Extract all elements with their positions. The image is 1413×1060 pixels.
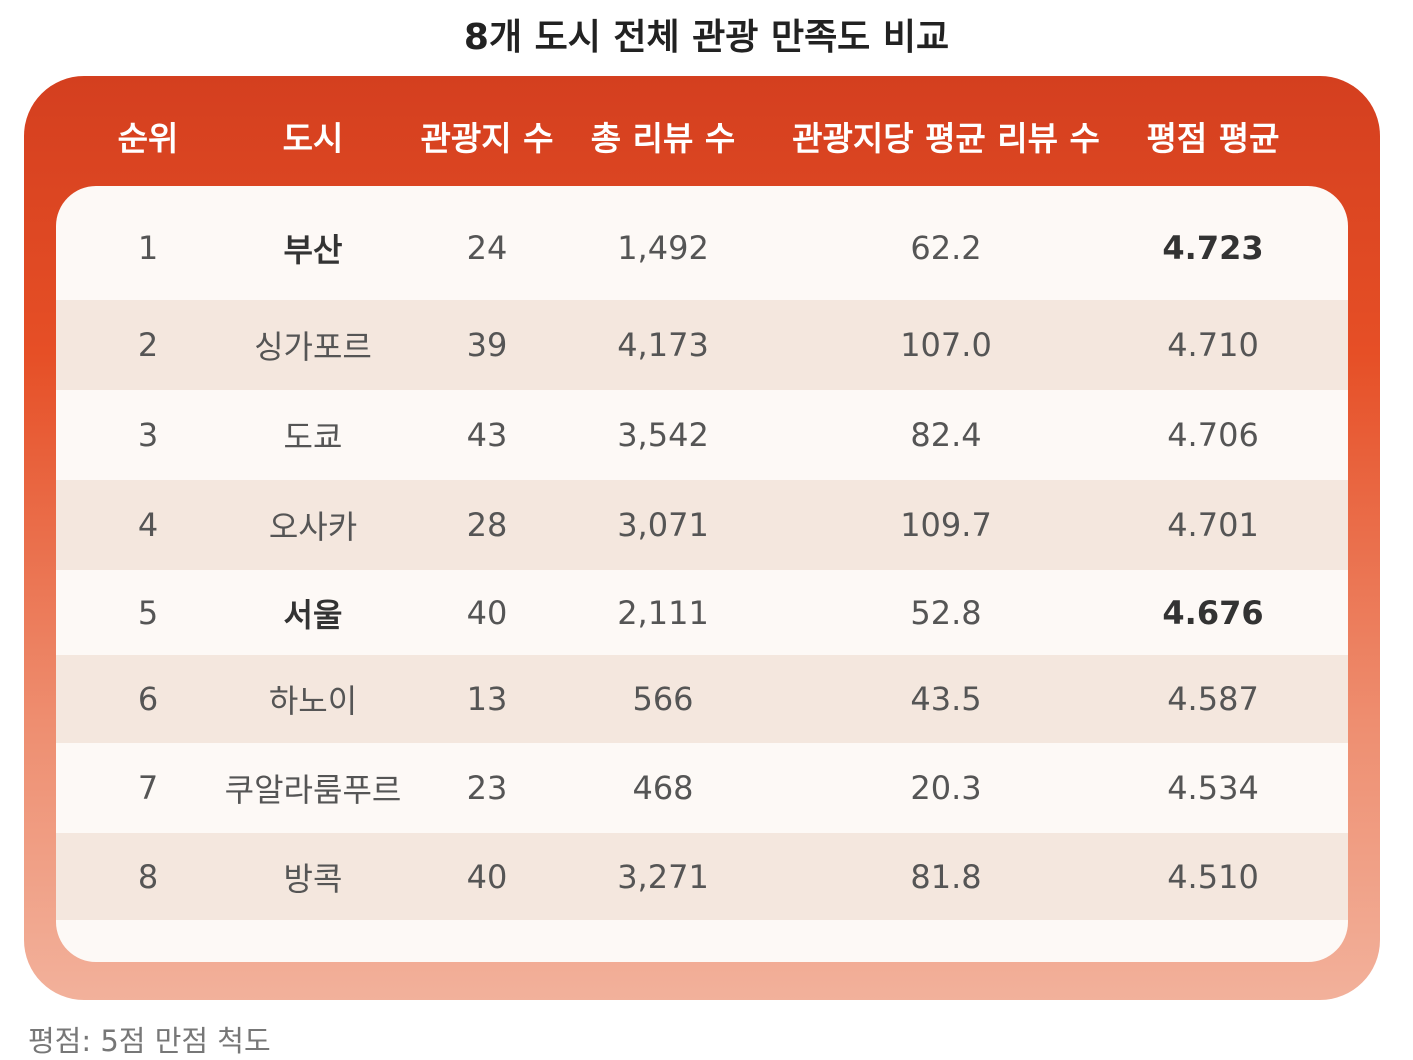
header-cell: 평점 평균 — [1146, 119, 1280, 158]
table-cell: 4.710 — [1167, 326, 1259, 364]
table-card: 1 부산 24 1,492 62.2 4.723 2 싱가포르 39 4,173 107.0 4.71… — [24, 76, 1380, 1000]
table-cell: 2 — [137, 326, 159, 364]
table-cell: 도쿄 — [283, 418, 343, 456]
table-cell: 24 — [466, 229, 508, 267]
table-cell: 쿠알라룸푸르 — [224, 771, 402, 809]
table-cell: 40 — [466, 857, 508, 896]
table-cell: 5 — [137, 593, 159, 632]
header-cell: 관광지 수 — [420, 119, 554, 158]
table-cell: 4.723 — [1162, 229, 1264, 267]
table-cell: 방콕 — [283, 859, 343, 898]
table-cell: 1,492 — [617, 229, 709, 267]
table-cell: 6 — [137, 680, 159, 718]
table-cell: 82.4 — [910, 416, 982, 454]
title: 8개 도시 전체 관광 만족도 비교 — [463, 17, 950, 58]
table-cell: 4,173 — [617, 326, 709, 364]
table-cell: 싱가포르 — [254, 328, 372, 366]
table-cell: 28 — [466, 506, 508, 544]
table-cell: 13 — [466, 680, 508, 718]
header-cell: 도시 — [282, 119, 344, 158]
table-cell: 8 — [137, 857, 159, 896]
table-cell: 4.534 — [1167, 769, 1259, 807]
header-cell: 순위 — [117, 119, 179, 158]
table-cell: 43 — [466, 416, 508, 454]
table-cell: 4 — [137, 506, 159, 544]
table-cell: 3,071 — [617, 506, 709, 544]
table-cell: 2,111 — [617, 593, 709, 632]
footnote: 평점: 5점 만점 척도 — [28, 1024, 271, 1058]
table-row: 5 서울 40 2,111 52.8 4.676 — [56, 570, 1348, 655]
table-row: 1 부산 24 1,492 62.2 4.723 — [56, 196, 1348, 300]
table-cell: 서울 — [283, 595, 343, 634]
table-cell: 7 — [137, 769, 159, 807]
table-cell: 4.587 — [1167, 680, 1259, 718]
table-cell: 107.0 — [900, 326, 992, 364]
table-cell: 566 — [632, 680, 694, 718]
table-cell: 52.8 — [910, 593, 982, 632]
table-cell: 4.510 — [1167, 857, 1259, 896]
table-cell: 4.701 — [1167, 506, 1259, 544]
table-cell: 부산 — [283, 231, 343, 269]
table-cell: 43.5 — [910, 680, 982, 718]
table-row: 7 쿠알라룸푸르 23 468 20.3 4.534 — [56, 743, 1348, 833]
header-cell: 관광지당 평균 리뷰 수 — [792, 119, 1100, 158]
table-row: 8 방콕 40 3,271 81.8 4.510 — [56, 833, 1348, 920]
table-cell: 20.3 — [910, 769, 982, 807]
table-cell: 23 — [466, 769, 508, 807]
table-cell: 3,271 — [617, 857, 709, 896]
table-cell: 40 — [466, 593, 508, 632]
table-cell: 4.706 — [1167, 416, 1259, 454]
table-cell: 하노이 — [268, 682, 358, 720]
table-row: 3 도쿄 43 3,542 82.4 4.706 — [56, 390, 1348, 480]
header-cell: 총 리뷰 수 — [590, 119, 736, 158]
table-cell: 오사카 — [268, 508, 358, 546]
table-cell: 81.8 — [910, 857, 982, 896]
table-cell: 3,542 — [617, 416, 709, 454]
table-cell: 109.7 — [900, 506, 992, 544]
table-row: 6 하노이 13 566 43.5 4.587 — [56, 655, 1348, 743]
table-row: 4 오사카 28 3,071 109.7 4.701 — [56, 480, 1348, 570]
table-cell: 4.676 — [1162, 593, 1264, 632]
table-cell: 3 — [137, 416, 159, 454]
table-cell: 39 — [466, 326, 508, 364]
table-row: 2 싱가포르 39 4,173 107.0 4.710 — [56, 300, 1348, 390]
table-cell: 468 — [632, 769, 694, 807]
table-cell: 62.2 — [910, 229, 982, 267]
table-cell: 1 — [137, 229, 159, 267]
table-body: 1 부산 24 1,492 62.2 4.723 2 싱가포르 39 4,173 107.0 4.71… — [56, 186, 1348, 962]
